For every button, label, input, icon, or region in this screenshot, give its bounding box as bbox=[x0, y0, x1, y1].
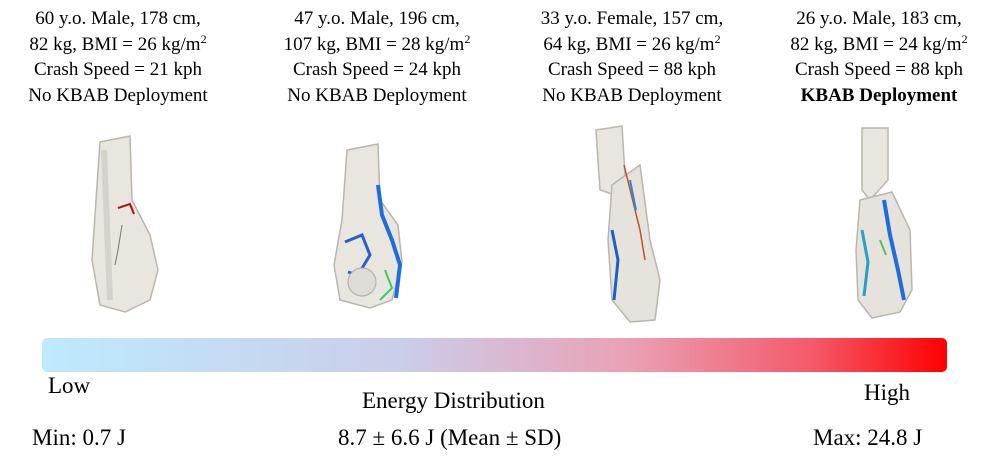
panel-caption: 60 y.o. Male, 178 cm, 82 kg, BMI = 26 kg… bbox=[0, 6, 243, 108]
superscript: 2 bbox=[464, 32, 470, 46]
panel-caption: 33 y.o. Female, 157 cm, 64 kg, BMI = 26 … bbox=[507, 6, 757, 108]
caption-line: No KBAB Deployment bbox=[0, 83, 243, 109]
bone-model bbox=[856, 128, 912, 318]
scale-title: Energy Distribution bbox=[362, 388, 545, 414]
caption-line: 26 y.o. Male, 183 cm, bbox=[796, 8, 962, 29]
caption-line: Crash Speed = 21 kph bbox=[0, 57, 243, 83]
caption-line: KBAB Deployment bbox=[754, 83, 989, 109]
caption-line: 47 y.o. Male, 196 cm, bbox=[294, 8, 460, 29]
caption-line: 33 y.o. Female, 157 cm, bbox=[541, 8, 723, 29]
scale-low-label: Low bbox=[48, 373, 90, 399]
bone-model bbox=[92, 136, 158, 312]
figure: 60 y.o. Male, 178 cm, 82 kg, BMI = 26 kg… bbox=[0, 0, 989, 461]
superscript: 2 bbox=[962, 32, 968, 46]
panel-caption: 47 y.o. Male, 196 cm, 107 kg, BMI = 28 k… bbox=[252, 6, 502, 108]
caption-line: Crash Speed = 24 kph bbox=[252, 57, 502, 83]
caption-line: Crash Speed = 88 kph bbox=[754, 57, 989, 83]
caption-line: 64 kg, BMI = 26 kg/m bbox=[543, 34, 714, 55]
caption-line: No KBAB Deployment bbox=[507, 83, 757, 109]
superscript: 2 bbox=[201, 32, 207, 46]
caption-line: 82 kg, BMI = 24 kg/m bbox=[790, 34, 961, 55]
caption-line: Crash Speed = 88 kph bbox=[507, 57, 757, 83]
color-scale-bar bbox=[42, 338, 947, 372]
panel-caption: 26 y.o. Male, 183 cm, 82 kg, BMI = 24 kg… bbox=[754, 6, 989, 108]
mean-label: 8.7 ± 6.6 J (Mean ± SD) bbox=[338, 425, 561, 451]
max-label: Max: 24.8 J bbox=[813, 425, 922, 451]
superscript: 2 bbox=[715, 32, 721, 46]
caption-line: 82 kg, BMI = 26 kg/m bbox=[29, 34, 200, 55]
bone-model bbox=[334, 144, 402, 308]
min-label: Min: 0.7 J bbox=[32, 425, 126, 451]
caption-line: No KBAB Deployment bbox=[252, 83, 502, 109]
caption-line: 60 y.o. Male, 178 cm, bbox=[35, 8, 201, 29]
bone-model bbox=[596, 126, 660, 322]
caption-line: 107 kg, BMI = 28 kg/m bbox=[284, 34, 465, 55]
scale-high-label: High bbox=[864, 380, 910, 406]
